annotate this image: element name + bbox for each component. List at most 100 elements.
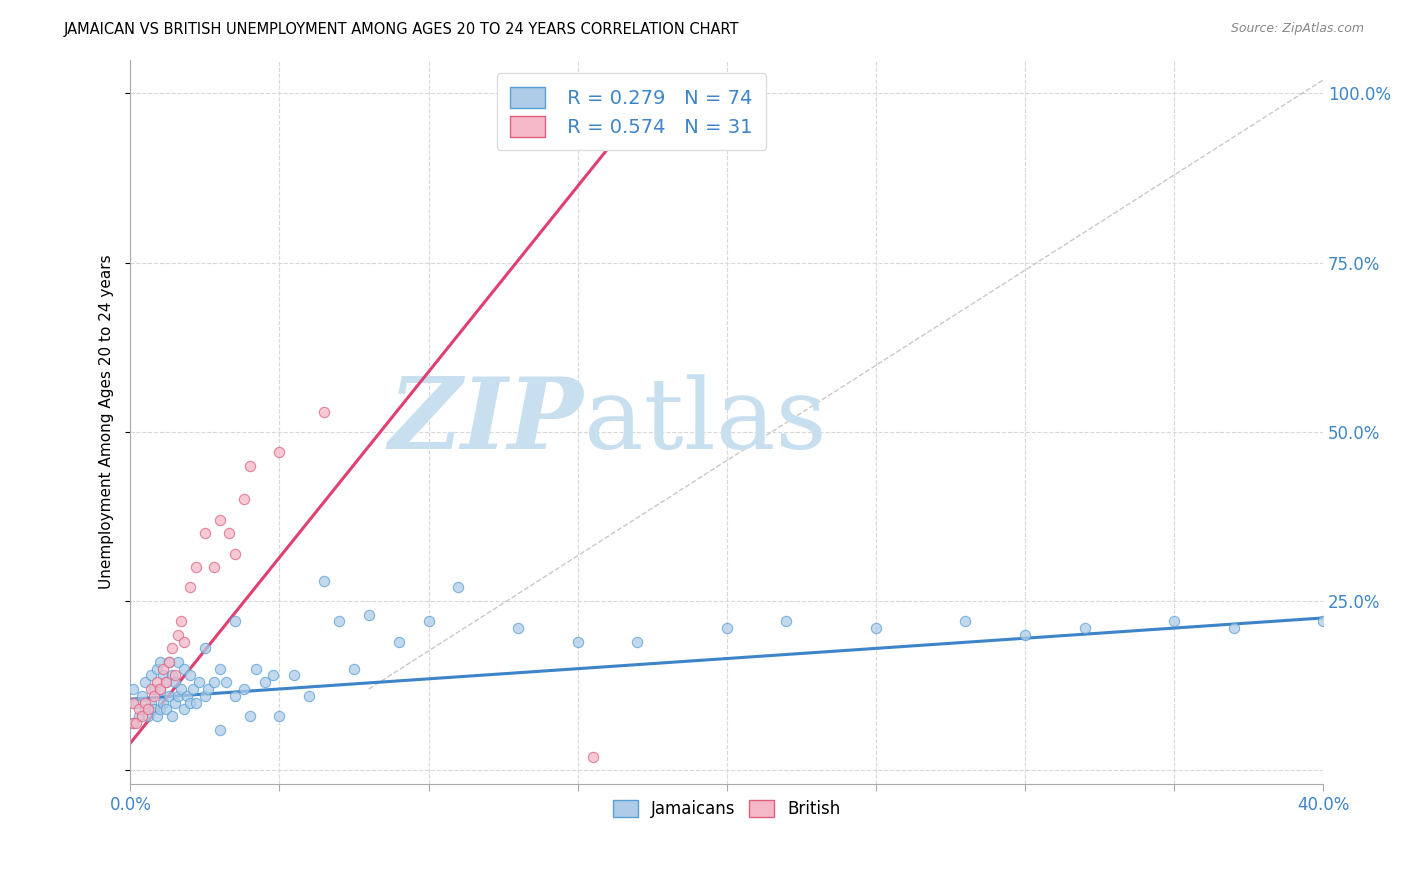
Point — [149, 681, 172, 696]
Point — [181, 681, 204, 696]
Point — [141, 681, 163, 696]
Point — [160, 641, 183, 656]
Point — [160, 668, 183, 682]
Point — [141, 696, 163, 710]
Point — [128, 702, 150, 716]
Point — [328, 615, 350, 629]
Point — [194, 526, 217, 541]
Point — [157, 655, 180, 669]
Point — [184, 696, 207, 710]
Point — [155, 675, 177, 690]
Point — [232, 492, 254, 507]
Point — [202, 560, 225, 574]
Point — [208, 513, 231, 527]
Point — [567, 634, 589, 648]
Point — [626, 634, 648, 648]
Point — [149, 702, 172, 716]
Point — [170, 681, 193, 696]
Point — [152, 696, 174, 710]
Point — [775, 615, 797, 629]
Point — [152, 662, 174, 676]
Point — [165, 696, 187, 710]
Point — [263, 668, 285, 682]
Point — [179, 696, 201, 710]
Point — [865, 621, 887, 635]
Point — [239, 709, 262, 723]
Point — [581, 749, 603, 764]
Point — [173, 662, 195, 676]
Point — [447, 581, 470, 595]
Point — [197, 681, 219, 696]
Point — [298, 689, 321, 703]
Point — [173, 702, 195, 716]
Legend: Jamaicans, British: Jamaicans, British — [605, 791, 849, 826]
Point — [170, 615, 193, 629]
Point — [143, 702, 166, 716]
Point — [314, 574, 336, 588]
Point — [165, 675, 187, 690]
Point — [245, 662, 267, 676]
Point — [131, 689, 153, 703]
Point — [149, 655, 172, 669]
Point — [173, 634, 195, 648]
Point — [224, 689, 246, 703]
Point — [194, 689, 217, 703]
Point — [269, 709, 291, 723]
Point — [1073, 621, 1095, 635]
Point — [128, 709, 150, 723]
Point — [208, 662, 231, 676]
Point — [239, 458, 262, 473]
Point — [1014, 628, 1036, 642]
Point — [165, 668, 187, 682]
Point — [122, 696, 145, 710]
Point — [157, 655, 180, 669]
Point — [136, 709, 159, 723]
Point — [167, 628, 190, 642]
Point — [357, 607, 380, 622]
Point — [143, 681, 166, 696]
Point — [179, 668, 201, 682]
Point — [184, 560, 207, 574]
Text: ZIP: ZIP — [388, 374, 583, 470]
Point — [134, 696, 156, 710]
Point — [179, 581, 201, 595]
Point — [122, 715, 145, 730]
Point — [134, 702, 156, 716]
Point — [122, 681, 145, 696]
Point — [141, 668, 163, 682]
Text: JAMAICAN VS BRITISH UNEMPLOYMENT AMONG AGES 20 TO 24 YEARS CORRELATION CHART: JAMAICAN VS BRITISH UNEMPLOYMENT AMONG A… — [63, 22, 738, 37]
Point — [314, 404, 336, 418]
Point — [122, 715, 145, 730]
Point — [155, 702, 177, 716]
Point — [146, 662, 169, 676]
Point — [194, 641, 217, 656]
Point — [955, 615, 977, 629]
Point — [253, 675, 276, 690]
Point — [134, 675, 156, 690]
Point — [716, 621, 738, 635]
Point — [202, 675, 225, 690]
Point — [1312, 615, 1334, 629]
Point — [418, 615, 440, 629]
Point — [146, 709, 169, 723]
Point — [136, 702, 159, 716]
Point — [157, 689, 180, 703]
Point — [283, 668, 305, 682]
Point — [187, 675, 209, 690]
Y-axis label: Unemployment Among Ages 20 to 24 years: Unemployment Among Ages 20 to 24 years — [100, 254, 114, 589]
Point — [143, 689, 166, 703]
Point — [125, 715, 148, 730]
Text: Source: ZipAtlas.com: Source: ZipAtlas.com — [1230, 22, 1364, 36]
Point — [215, 675, 238, 690]
Point — [125, 696, 148, 710]
Point — [506, 621, 529, 635]
Point — [232, 681, 254, 696]
Point — [146, 675, 169, 690]
Point — [155, 675, 177, 690]
Point — [149, 681, 172, 696]
Point — [224, 615, 246, 629]
Point — [208, 723, 231, 737]
Point — [269, 445, 291, 459]
Point — [160, 709, 183, 723]
Point — [224, 547, 246, 561]
